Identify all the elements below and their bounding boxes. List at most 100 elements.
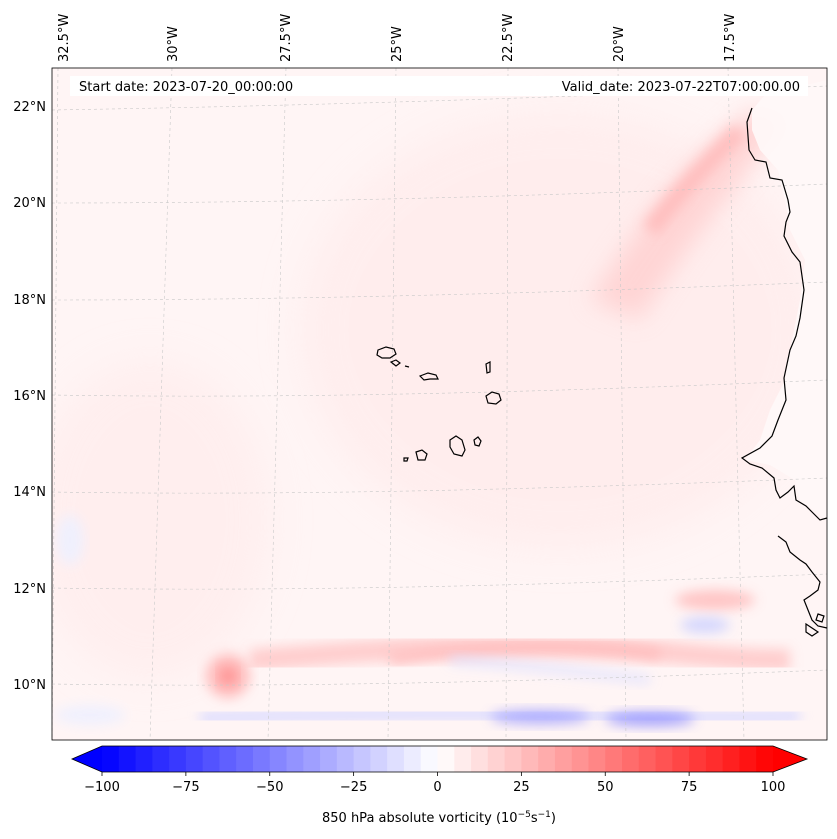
colorbar-segment <box>588 746 606 772</box>
colorbar-label-end: ) <box>551 811 556 826</box>
colorbar-segments <box>102 746 774 772</box>
colorbar-segment <box>638 746 657 772</box>
colorbar-segment <box>219 746 237 772</box>
colorbar-ticks: −100 −75 −50 −25 0 25 50 75 100 <box>84 772 785 795</box>
lon-label: 22.5°W <box>501 14 516 62</box>
colorbar-segment <box>454 746 472 772</box>
vorticity-positive-band <box>590 110 790 320</box>
lat-label: 20°N <box>13 196 46 211</box>
lat-label: 18°N <box>13 293 46 308</box>
island-boa-vista <box>485 391 502 405</box>
gridline-30W <box>149 67 173 741</box>
bijagos-island <box>805 622 820 637</box>
colorbar-tick-label: 75 <box>681 780 698 795</box>
colorbar-label-unit: s <box>531 811 538 826</box>
lon-label: 20°W <box>612 26 627 62</box>
date-header-box <box>70 76 808 96</box>
gridline-25W <box>387 67 397 741</box>
colorbar-segment <box>387 746 405 772</box>
vorticity-positive-patch <box>675 590 755 610</box>
colorbar-segment <box>370 746 388 772</box>
gridlines <box>51 67 828 741</box>
colorbar-segment <box>471 746 489 772</box>
colorbar-segment <box>135 746 153 772</box>
lat-label: 22°N <box>13 100 46 115</box>
colorbar-segment <box>336 746 355 772</box>
colorbar-tick-label: −50 <box>256 780 283 795</box>
colorbar-segment <box>437 746 455 772</box>
colorbar-label-text: 850 hPa absolute vorticity (10 <box>322 811 518 826</box>
colorbar: −100 −75 −50 −25 0 25 50 75 100 850 hPa absolute… <box>70 745 809 826</box>
vorticity-negative-core <box>490 710 590 724</box>
colorbar-segment <box>622 746 640 772</box>
island-sao-nicolau <box>418 372 439 381</box>
colorbar-segment <box>185 746 204 772</box>
colorbar-segment <box>169 746 187 772</box>
colorbar-tick-label: 100 <box>761 780 786 795</box>
gridline-17-5W <box>727 67 745 741</box>
land-area <box>745 80 827 520</box>
vorticity-positive-vortex-core <box>219 667 237 685</box>
colorbar-tick-label: 0 <box>433 780 441 795</box>
colorbar-segment <box>571 746 590 772</box>
lon-label: 27.5°W <box>279 14 294 62</box>
colorbar-segment <box>504 746 522 772</box>
colorbar-extend-max <box>773 746 807 772</box>
colorbar-label: 850 hPa absolute vorticity (10−5s−1) <box>322 810 556 826</box>
west-africa-coastline <box>740 107 828 521</box>
lat-label: 10°N <box>13 678 46 693</box>
colorbar-segment <box>756 746 774 772</box>
gridline-32-5W <box>51 67 59 741</box>
colorbar-segment <box>605 746 623 772</box>
guinea-bissau-coastline <box>777 535 828 629</box>
colorbar-segment <box>538 746 556 772</box>
vorticity-negative-patch <box>55 705 125 725</box>
longitude-labels: 32.5°W 30°W 27.5°W 25°W 22.5°W 20°W 17.5… <box>57 14 738 62</box>
colorbar-segment <box>739 746 757 772</box>
lon-label: 25°W <box>390 26 405 62</box>
island-santiago <box>449 435 466 457</box>
island-brava <box>403 457 409 462</box>
lon-label: 17.5°W <box>723 14 738 62</box>
colorbar-segment <box>118 746 137 772</box>
colorbar-segment <box>320 746 338 772</box>
colorbar-segment <box>269 746 288 772</box>
colorbar-tick-label: −25 <box>340 780 367 795</box>
colorbar-segment <box>252 746 271 772</box>
colorbar-tick-label: −100 <box>84 780 120 795</box>
colorbar-segment <box>672 746 690 772</box>
island-fogo <box>415 449 428 461</box>
gridline-20W <box>617 67 627 741</box>
latitude-labels: 22°N 20°N 18°N 16°N 14°N 12°N 10°N <box>13 100 46 693</box>
colorbar-segment <box>353 746 372 772</box>
colorbar-label-exponent: −5 <box>518 810 531 820</box>
colorbar-segment <box>705 746 724 772</box>
colorbar-segment <box>102 746 120 772</box>
lat-label: 16°N <box>13 389 46 404</box>
colorbar-segment <box>403 746 422 772</box>
colorbar-segment <box>152 746 170 772</box>
colorbar-segment <box>689 746 707 772</box>
gridline-22-5W <box>505 67 509 741</box>
island-sal <box>485 361 491 374</box>
colorbar-segment <box>655 746 673 772</box>
map-frame <box>51 67 828 741</box>
colorbar-segment <box>286 746 304 772</box>
gridline-27-5W <box>267 67 287 741</box>
colorbar-segment <box>420 746 439 772</box>
colorbar-segment <box>303 746 321 772</box>
map-panel: Start date: 2023-07-20_00:00:00 Valid_da… <box>51 67 828 741</box>
island-santa-luzia <box>404 365 410 368</box>
colorbar-segment <box>202 746 221 772</box>
colorbar-segment <box>521 746 539 772</box>
vorticity-pink-area <box>52 360 270 680</box>
colorbar-segment <box>487 746 506 772</box>
lon-label: 30°W <box>166 26 181 62</box>
colorbar-segment <box>554 746 573 772</box>
lat-label: 14°N <box>13 485 46 500</box>
colorbar-tick-label: 25 <box>513 780 530 795</box>
vorticity-negative-patch <box>680 617 730 633</box>
coastlines <box>376 107 828 637</box>
island-maio <box>473 436 482 447</box>
